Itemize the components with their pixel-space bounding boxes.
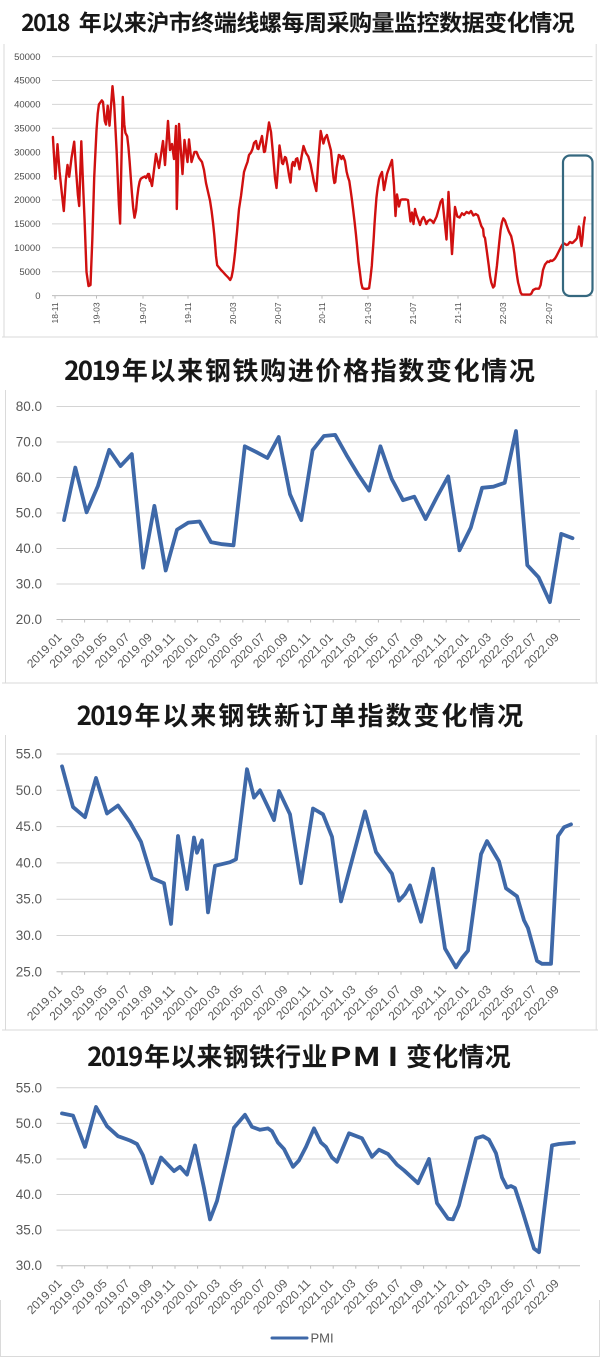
svg-text:25.0: 25.0 xyxy=(16,964,42,979)
svg-text:5000: 5000 xyxy=(19,267,40,278)
svg-text:35000: 35000 xyxy=(14,124,40,135)
svg-text:80.0: 80.0 xyxy=(16,399,42,414)
svg-text:30.0: 30.0 xyxy=(16,577,42,592)
svg-text:40000: 40000 xyxy=(14,100,40,111)
svg-text:40.0: 40.0 xyxy=(16,541,42,556)
svg-text:21-11: 21-11 xyxy=(453,302,463,323)
svg-text:35.0: 35.0 xyxy=(16,892,42,907)
svg-text:19-11: 19-11 xyxy=(183,302,193,323)
svg-text:19-07: 19-07 xyxy=(138,302,148,324)
svg-text:15000: 15000 xyxy=(14,219,40,230)
svg-text:30000: 30000 xyxy=(14,147,40,158)
svg-text:PMI: PMI xyxy=(311,1331,334,1346)
svg-text:45.0: 45.0 xyxy=(16,1152,42,1167)
svg-text:45.0: 45.0 xyxy=(16,819,42,834)
svg-text:21-07: 21-07 xyxy=(408,302,418,324)
svg-text:20-07: 20-07 xyxy=(273,302,283,324)
svg-text:50.0: 50.0 xyxy=(16,506,42,521)
svg-text:55.0: 55.0 xyxy=(16,747,42,762)
svg-text:30.0: 30.0 xyxy=(16,928,42,943)
svg-text:45000: 45000 xyxy=(14,76,40,87)
svg-text:60.0: 60.0 xyxy=(16,470,42,485)
svg-text:40.0: 40.0 xyxy=(16,855,42,870)
svg-text:50.0: 50.0 xyxy=(16,783,42,798)
svg-text:22-07: 22-07 xyxy=(544,302,554,324)
svg-text:10000: 10000 xyxy=(14,243,40,254)
svg-text:50.0: 50.0 xyxy=(16,1116,42,1131)
svg-text:30.0: 30.0 xyxy=(16,1258,42,1273)
svg-text:0: 0 xyxy=(35,291,40,302)
svg-text:19-03: 19-03 xyxy=(92,302,102,324)
svg-text:18-11: 18-11 xyxy=(50,302,60,323)
svg-text:40.0: 40.0 xyxy=(16,1187,42,1202)
svg-text:70.0: 70.0 xyxy=(16,435,42,450)
svg-text:20000: 20000 xyxy=(14,195,40,206)
svg-text:20-03: 20-03 xyxy=(228,302,238,324)
svg-text:22-03: 22-03 xyxy=(498,302,508,324)
svg-text:35.0: 35.0 xyxy=(16,1223,42,1238)
svg-text:20.0: 20.0 xyxy=(16,612,42,627)
svg-text:55.0: 55.0 xyxy=(16,1080,42,1095)
svg-text:50000: 50000 xyxy=(14,52,40,63)
svg-text:21-03: 21-03 xyxy=(363,302,373,324)
svg-text:20-11: 20-11 xyxy=(317,302,327,323)
svg-text:25000: 25000 xyxy=(14,171,40,182)
